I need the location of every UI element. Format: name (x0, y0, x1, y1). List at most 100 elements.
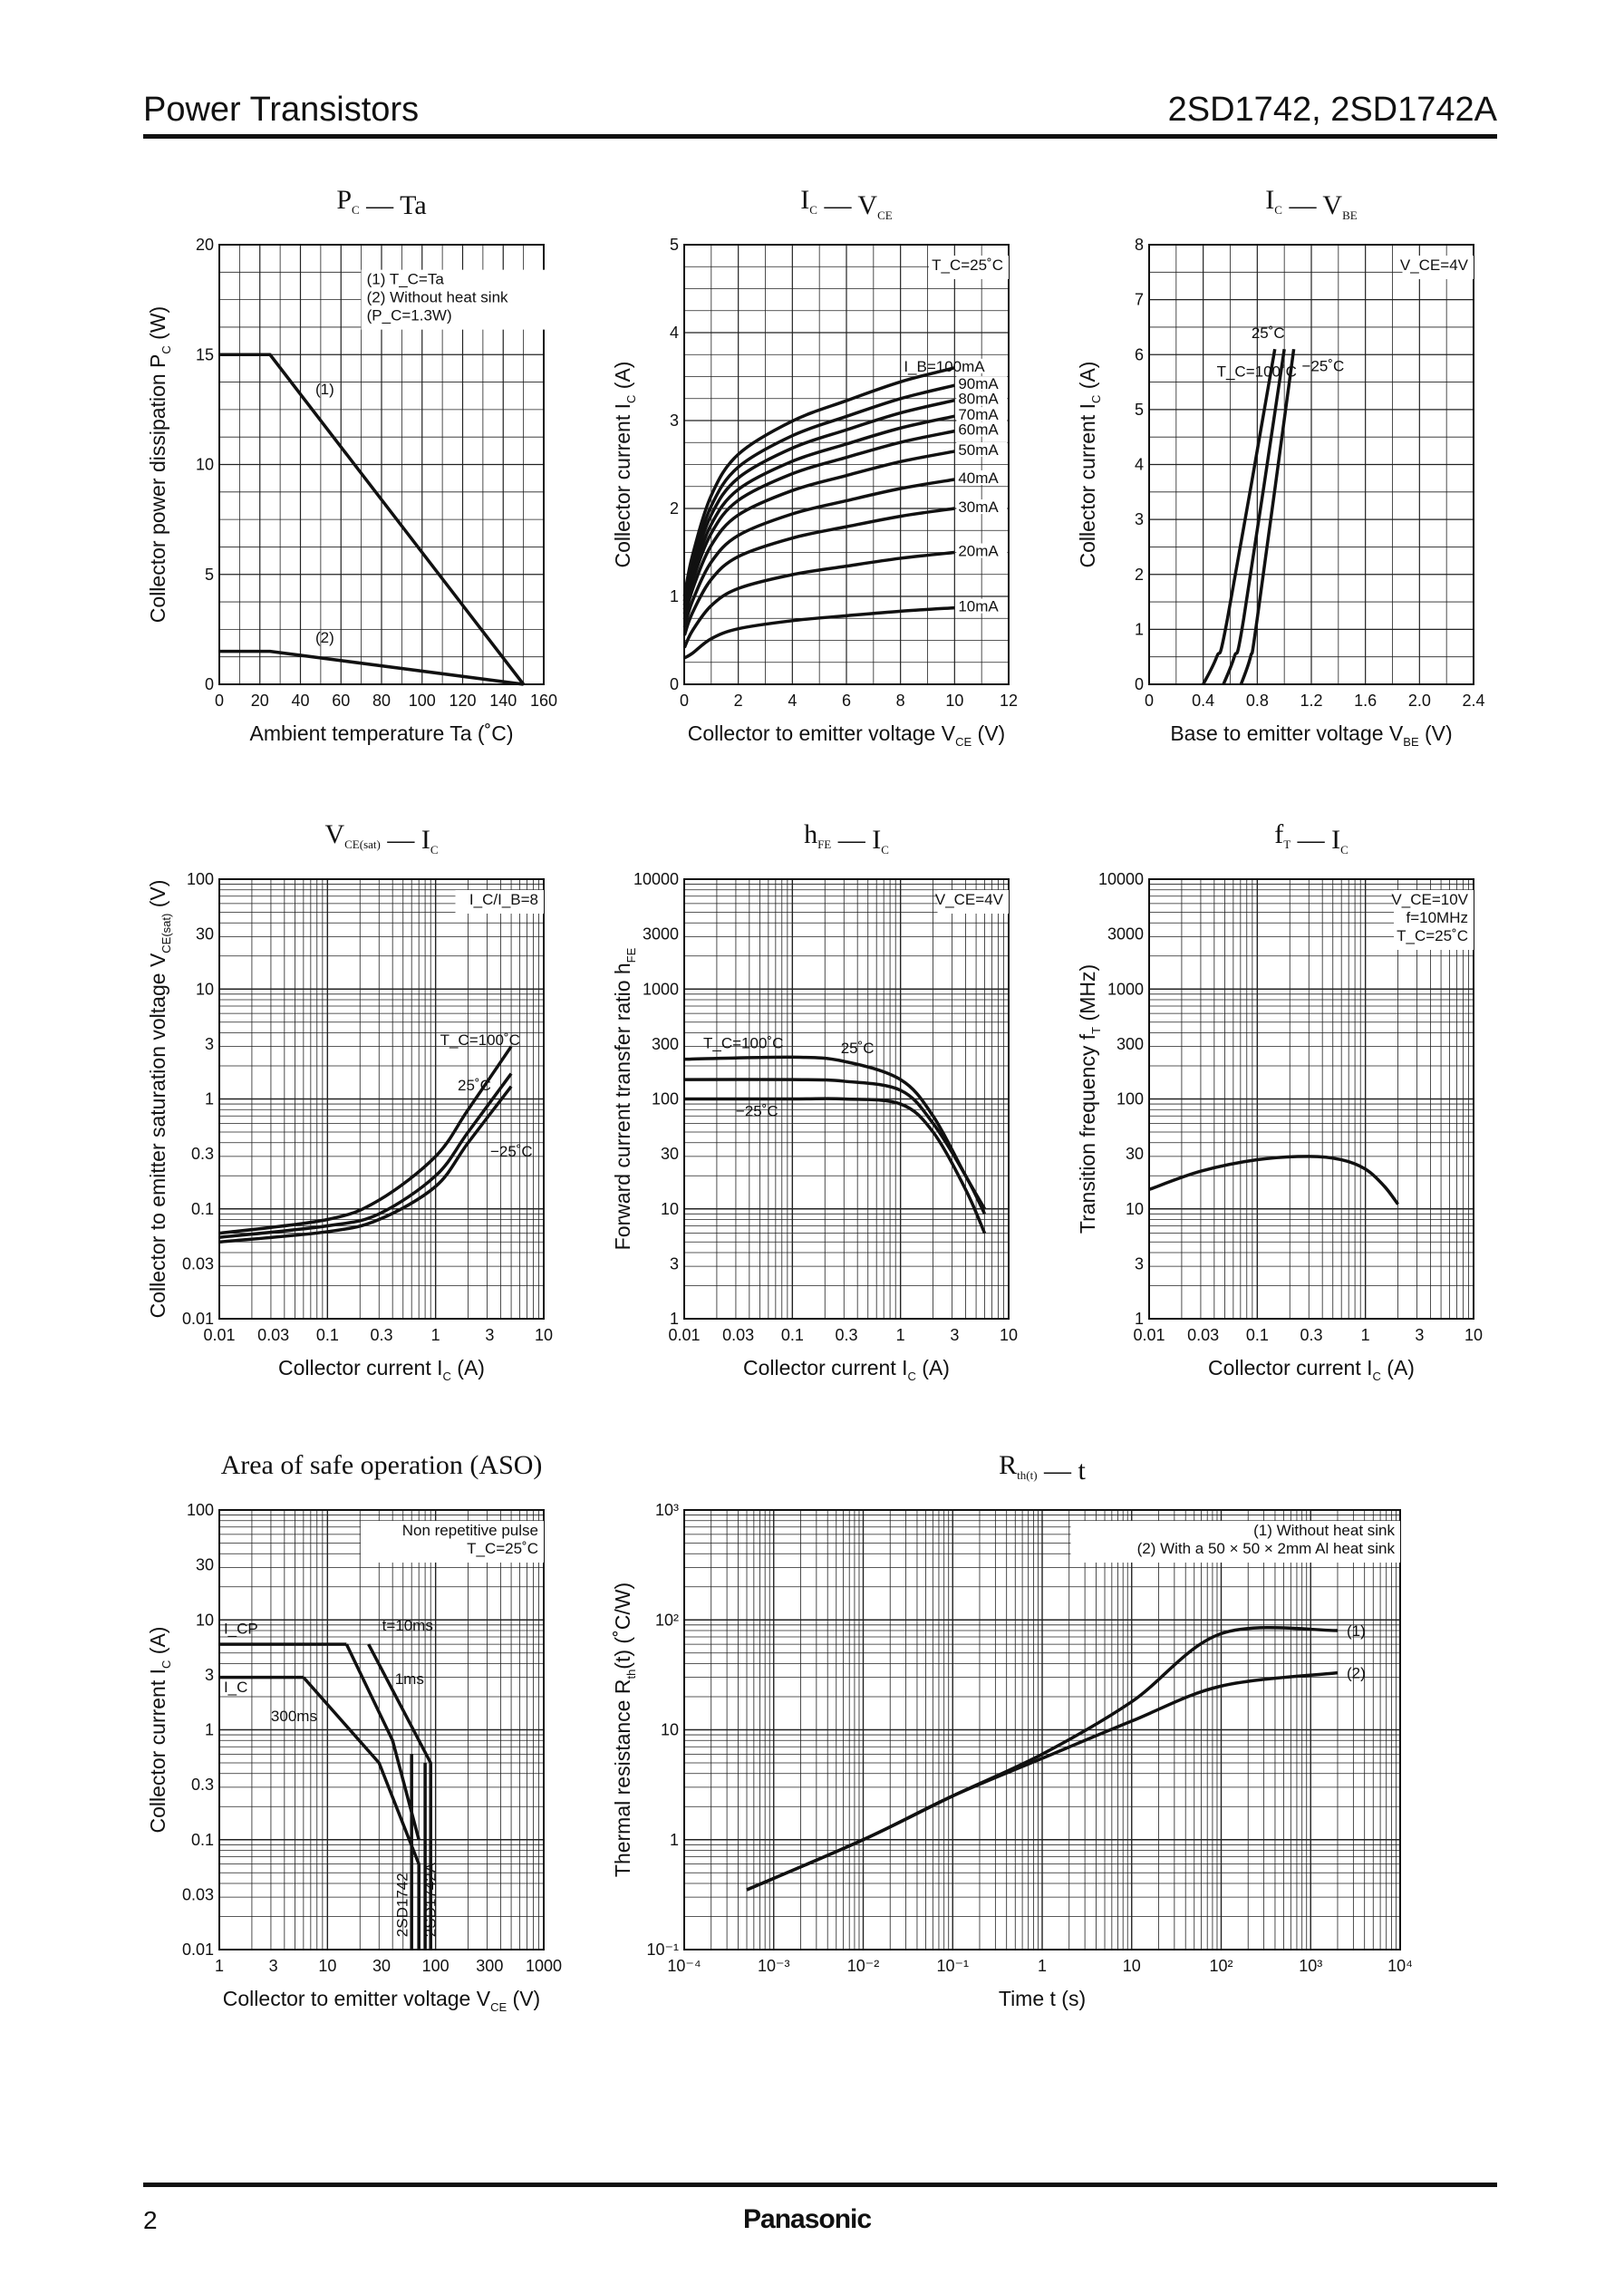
y-axis-label: Collector current IC (A) (146, 1627, 173, 1834)
legend-text: (2) With a 50 × 50 × 2mm Al heat sink (1137, 1540, 1396, 1557)
x-axis-label: Time t (s) (999, 1987, 1086, 2010)
x-tick-label: 10⁻⁴ (667, 1957, 701, 1975)
series-label-bg (956, 469, 1008, 485)
series-label: I_B=100mA (904, 358, 985, 375)
condition-text: T_C=25˚C (1397, 927, 1468, 944)
series-label: 20mA (958, 543, 999, 560)
series-label: 10mA (958, 598, 999, 615)
series-label: 25˚C (841, 1040, 875, 1057)
chart-pc_ta: 0 20 40 60 80 100 120 140 160 0 5 10 15 20 PC — Ta Ambi… (146, 185, 557, 745)
series-label: 60mA (958, 421, 999, 439)
series-label: T_C=100˚C (703, 1034, 783, 1051)
chart-title: PC — Ta (336, 185, 426, 220)
x-tick-label: 10⁻³ (758, 1957, 790, 1975)
series-label-bg (956, 441, 1008, 457)
series-curve (682, 450, 955, 620)
y-tick-label: 1 (205, 1721, 214, 1739)
y-tick-label: 4 (670, 324, 679, 342)
y-tick-label: 3 (205, 1666, 214, 1684)
series-curve (1239, 348, 1296, 685)
legend-bg (929, 256, 1009, 279)
series-curve (1202, 348, 1277, 685)
x-tick-label: 30 (372, 1957, 391, 1975)
series-label-bg (956, 543, 1008, 558)
x-tick-label: 10² (1209, 1957, 1232, 1975)
condition-text: V_CE=4V (935, 891, 1004, 908)
x-tick-label: 0 (1145, 692, 1154, 710)
x-axis-label: Collector to emitter voltage VCE (V) (688, 721, 1005, 749)
condition-text: I_C/I_B=8 (469, 891, 538, 908)
y-tick-label: 0.01 (182, 1310, 214, 1328)
plot-frame (1148, 244, 1474, 685)
legend-text: (1) Without heat sink (1253, 1522, 1395, 1539)
x-tick-label: 2.0 (1408, 692, 1431, 710)
y-tick-label: 3 (670, 411, 679, 430)
chart-title: IC — VBE (1265, 185, 1357, 222)
y-tick-label: 10 (196, 1611, 214, 1629)
x-tick-label: 120 (449, 692, 476, 710)
x-tick-label: 140 (489, 692, 517, 710)
y-axis-label: Collector power dissipation PC (W) (146, 306, 173, 623)
x-tick-label: 0 (215, 692, 224, 710)
series-label-bg (956, 391, 1008, 406)
y-tick-label: 1 (670, 1831, 679, 1849)
x-tick-label: 10 (1000, 1326, 1018, 1344)
y-tick-label: 20 (196, 236, 214, 254)
y-tick-label: 0 (205, 675, 214, 693)
series-line (219, 353, 526, 686)
series-curve (746, 1670, 1339, 1892)
series-curve (682, 383, 955, 602)
y-tick-label: 0.03 (182, 1885, 214, 1903)
y-tick-label: 0.3 (191, 1776, 214, 1794)
y-tick-label: 5 (1135, 401, 1144, 419)
x-axis-label: Collector to emitter voltage VCE (V) (223, 1987, 540, 2014)
x-tick-label: 10⁻¹ (936, 1957, 969, 1975)
y-tick-label: 100 (652, 1090, 679, 1108)
x-tick-label: 2.4 (1462, 692, 1484, 710)
series-curve (218, 1045, 513, 1235)
series-label-bg (956, 376, 1008, 392)
y-tick-label: 7 (1135, 291, 1144, 309)
y-tick-label: 1 (1135, 620, 1144, 638)
series-curve (684, 1097, 987, 1234)
y-tick-label: 5 (205, 566, 214, 584)
series-curve (218, 1085, 513, 1244)
series-label: 25˚C (458, 1077, 491, 1094)
grid (218, 879, 544, 1320)
x-tick-label: 60 (332, 692, 350, 710)
x-tick-label: 0.1 (781, 1326, 804, 1344)
condition-text: Non repetitive pulse (402, 1522, 538, 1539)
x-tick-label: 0.03 (722, 1326, 754, 1344)
legend-bg (1070, 1521, 1400, 1563)
y-tick-label: 100 (187, 870, 214, 888)
series-label-bg (956, 499, 1008, 515)
y-tick-label: 3 (205, 1035, 214, 1053)
plot-frame (218, 1509, 545, 1950)
series-curve (682, 550, 955, 649)
series-label: (2) (315, 629, 334, 646)
series-label: I_C (224, 1679, 247, 1696)
y-tick-label: 2 (1135, 566, 1144, 584)
series-label: 70mA (958, 406, 999, 423)
grid (683, 244, 1010, 685)
x-tick-label: 4 (788, 692, 797, 710)
y-tick-label: 1 (670, 1310, 679, 1328)
y-tick-label: 0.1 (191, 1200, 214, 1218)
y-tick-label: 10⁻¹ (646, 1941, 679, 1959)
footer-rule (143, 2183, 1497, 2187)
x-tick-label: 0.3 (835, 1326, 857, 1344)
chart-title: IC — VCE (800, 185, 892, 222)
series-curve (682, 366, 955, 597)
y-axis-label: Thermal resistance Rth(t) (˚C/W) (611, 1583, 638, 1877)
y-tick-label: 1 (205, 1090, 214, 1108)
x-tick-label: 10⁻² (847, 1957, 880, 1975)
series-label: (1) (315, 381, 334, 398)
plot-frame (683, 1509, 1401, 1950)
x-axis-label: Base to emitter voltage VBE (V) (1170, 721, 1452, 749)
y-tick-label: 2 (670, 499, 679, 518)
x-tick-label: 1 (431, 1326, 440, 1344)
series-curve (682, 429, 955, 615)
x-tick-label: 1 (215, 1957, 224, 1975)
page-number: 2 (143, 2206, 158, 2234)
y-tick-label: 0.3 (191, 1145, 214, 1163)
